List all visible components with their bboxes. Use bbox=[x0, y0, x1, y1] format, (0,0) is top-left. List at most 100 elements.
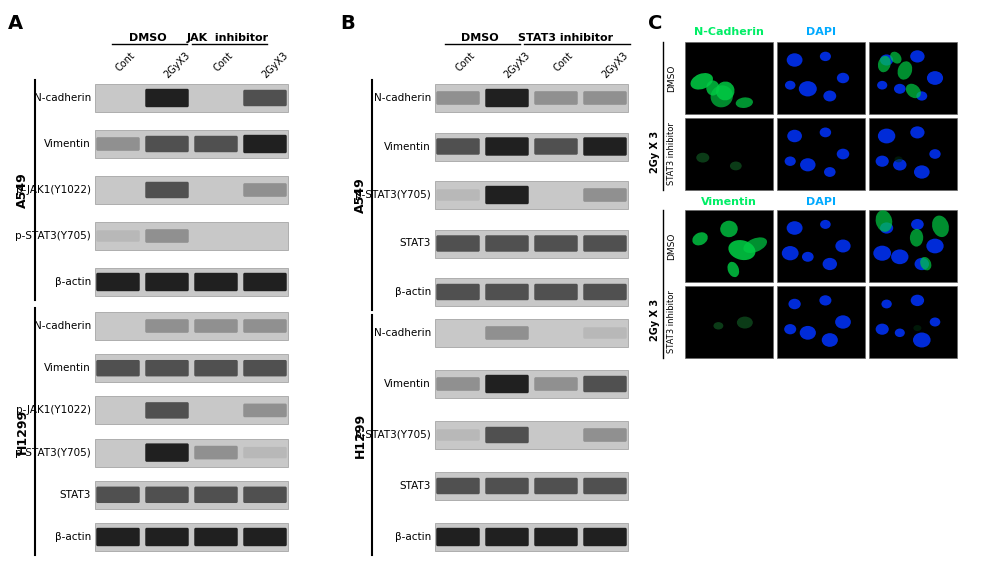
FancyBboxPatch shape bbox=[485, 235, 529, 252]
Bar bbox=[685, 210, 773, 282]
Ellipse shape bbox=[921, 257, 932, 270]
Ellipse shape bbox=[890, 52, 901, 64]
Text: A: A bbox=[8, 14, 23, 33]
Bar bbox=[869, 210, 957, 282]
FancyBboxPatch shape bbox=[485, 326, 529, 340]
Ellipse shape bbox=[787, 221, 803, 235]
FancyBboxPatch shape bbox=[146, 182, 189, 198]
Bar bbox=[95, 130, 288, 158]
Ellipse shape bbox=[873, 246, 891, 261]
Text: 2GyX3: 2GyX3 bbox=[502, 50, 533, 80]
Text: STAT3 inhibitor: STAT3 inhibitor bbox=[519, 33, 614, 43]
FancyBboxPatch shape bbox=[146, 528, 189, 546]
Ellipse shape bbox=[787, 53, 803, 67]
FancyBboxPatch shape bbox=[436, 377, 479, 391]
Text: N-cadherin: N-cadherin bbox=[34, 321, 91, 331]
FancyBboxPatch shape bbox=[485, 186, 529, 204]
FancyBboxPatch shape bbox=[96, 487, 140, 503]
Ellipse shape bbox=[721, 221, 738, 237]
Text: STAT3: STAT3 bbox=[400, 239, 431, 249]
Text: Cont: Cont bbox=[453, 50, 476, 73]
Ellipse shape bbox=[881, 299, 891, 309]
Text: β-actin: β-actin bbox=[54, 277, 91, 287]
Ellipse shape bbox=[820, 220, 831, 229]
Ellipse shape bbox=[789, 299, 801, 309]
Ellipse shape bbox=[744, 237, 767, 253]
Text: N-Cadherin: N-Cadherin bbox=[694, 27, 764, 37]
FancyBboxPatch shape bbox=[194, 360, 238, 376]
Bar bbox=[435, 421, 628, 449]
FancyBboxPatch shape bbox=[243, 404, 286, 417]
FancyBboxPatch shape bbox=[194, 487, 238, 503]
Ellipse shape bbox=[823, 258, 837, 270]
Ellipse shape bbox=[730, 161, 742, 170]
FancyBboxPatch shape bbox=[436, 528, 479, 546]
Text: Merged: Merged bbox=[889, 27, 937, 37]
Text: β-actin: β-actin bbox=[395, 532, 431, 542]
Ellipse shape bbox=[716, 82, 735, 100]
FancyBboxPatch shape bbox=[243, 135, 286, 153]
Text: JAK  inhibitor: JAK inhibitor bbox=[187, 33, 269, 43]
Text: DAPI: DAPI bbox=[806, 197, 836, 207]
Text: DMSO: DMSO bbox=[130, 33, 167, 43]
Bar bbox=[435, 84, 628, 112]
Ellipse shape bbox=[878, 56, 890, 72]
FancyBboxPatch shape bbox=[243, 319, 286, 333]
FancyBboxPatch shape bbox=[535, 478, 578, 494]
Text: STAT3 inhibitor: STAT3 inhibitor bbox=[667, 290, 676, 354]
Ellipse shape bbox=[837, 73, 849, 83]
FancyBboxPatch shape bbox=[146, 443, 189, 462]
Ellipse shape bbox=[714, 322, 724, 329]
Text: STAT3: STAT3 bbox=[59, 490, 91, 500]
Ellipse shape bbox=[787, 130, 802, 142]
Ellipse shape bbox=[927, 239, 944, 253]
Ellipse shape bbox=[711, 85, 733, 107]
Bar bbox=[435, 181, 628, 209]
Ellipse shape bbox=[692, 232, 708, 245]
Ellipse shape bbox=[891, 249, 909, 264]
FancyBboxPatch shape bbox=[583, 188, 627, 202]
Bar bbox=[95, 84, 288, 112]
Bar bbox=[95, 222, 288, 250]
FancyBboxPatch shape bbox=[485, 375, 529, 393]
FancyBboxPatch shape bbox=[583, 528, 627, 546]
Ellipse shape bbox=[915, 258, 929, 270]
Ellipse shape bbox=[835, 315, 851, 329]
Bar bbox=[685, 286, 773, 358]
Text: DMSO: DMSO bbox=[667, 64, 676, 92]
Text: DMSO: DMSO bbox=[667, 232, 676, 259]
FancyBboxPatch shape bbox=[436, 91, 479, 105]
FancyBboxPatch shape bbox=[583, 478, 627, 494]
FancyBboxPatch shape bbox=[146, 487, 189, 503]
Ellipse shape bbox=[799, 81, 817, 96]
Text: N-cadherin: N-cadherin bbox=[34, 93, 91, 103]
FancyBboxPatch shape bbox=[583, 91, 627, 105]
FancyBboxPatch shape bbox=[96, 360, 140, 376]
Bar bbox=[95, 268, 288, 296]
Text: 2Gy X 3: 2Gy X 3 bbox=[650, 131, 660, 173]
Text: Vimentin: Vimentin bbox=[44, 139, 91, 149]
FancyBboxPatch shape bbox=[194, 446, 238, 460]
Bar bbox=[435, 230, 628, 258]
Bar bbox=[435, 523, 628, 551]
FancyBboxPatch shape bbox=[485, 528, 529, 546]
Text: p-JAK1(Y1022): p-JAK1(Y1022) bbox=[16, 185, 91, 195]
Bar bbox=[95, 354, 288, 382]
FancyBboxPatch shape bbox=[243, 90, 286, 106]
Text: Vimentin: Vimentin bbox=[384, 379, 431, 389]
Text: β-actin: β-actin bbox=[395, 287, 431, 297]
FancyBboxPatch shape bbox=[436, 235, 479, 252]
Ellipse shape bbox=[707, 81, 720, 95]
Ellipse shape bbox=[911, 50, 925, 63]
FancyBboxPatch shape bbox=[535, 377, 578, 391]
FancyBboxPatch shape bbox=[243, 183, 286, 197]
Text: STAT3: STAT3 bbox=[400, 481, 431, 491]
FancyBboxPatch shape bbox=[583, 235, 627, 252]
Text: 2GyX3: 2GyX3 bbox=[600, 50, 630, 80]
FancyBboxPatch shape bbox=[243, 487, 286, 503]
Bar bbox=[435, 370, 628, 398]
FancyBboxPatch shape bbox=[96, 230, 140, 242]
Ellipse shape bbox=[800, 158, 815, 171]
FancyBboxPatch shape bbox=[146, 136, 189, 152]
Ellipse shape bbox=[784, 324, 796, 334]
